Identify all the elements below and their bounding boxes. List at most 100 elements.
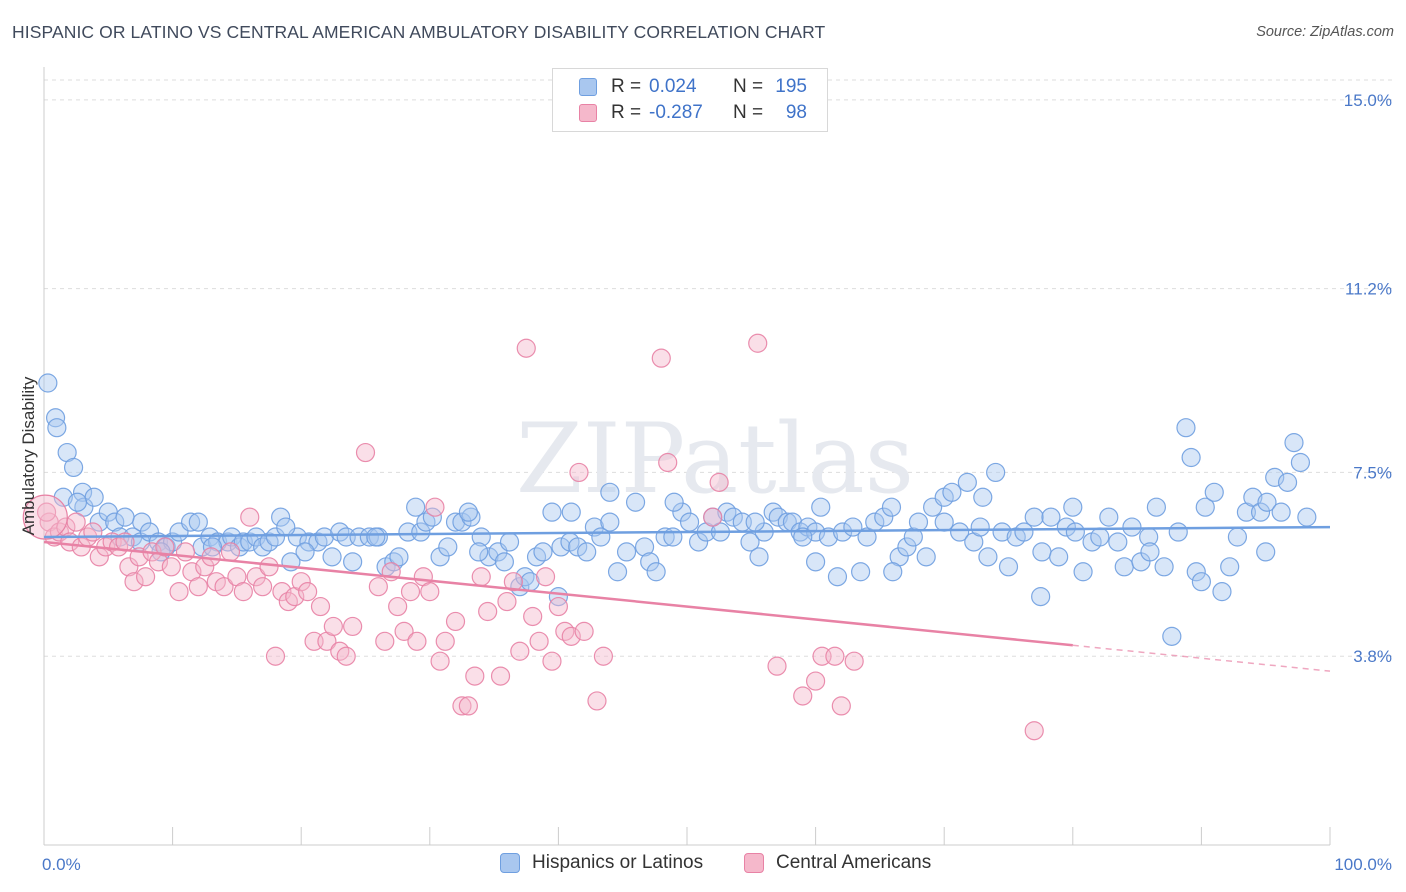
data-point [634,537,655,557]
series-group-hispanic [38,373,1317,646]
data-point [233,532,253,552]
y-tick-label: 3.8% [1353,647,1392,666]
data-point [430,651,450,671]
data-point [1024,507,1044,527]
data-point [445,512,466,532]
x-tick-label: 0.0% [42,855,81,874]
data-point [366,527,386,547]
data-point [336,646,356,666]
data-point [74,497,94,517]
data-point [998,557,1019,577]
data-point [533,542,553,562]
data-point [717,502,737,522]
series-legend-hispanic[interactable]: Hispanics or Latinos [500,852,703,874]
series-legend-central-american[interactable]: Central Americans [744,852,931,874]
data-point [986,462,1006,483]
data-point [465,666,485,686]
data-point [233,582,253,602]
data-point [1243,487,1263,507]
data-point [1014,522,1034,542]
data-point [1195,497,1215,517]
data-point [1297,507,1317,527]
data-point [108,537,129,557]
watermark: ZIPatlas [516,403,914,515]
data-point [529,631,549,651]
legend-n-value: 98 [785,102,807,123]
trend-line [43,540,1073,647]
data-point [805,552,826,572]
data-point [1256,542,1276,562]
data-point [452,696,472,716]
data-point [445,611,466,632]
data-point [310,596,331,617]
data-point [135,567,156,587]
data-point [1257,492,1277,512]
tick-labels: 3.8% 7.5% 11.2% 15.0% 0.0% 100.0% Ambulatory D… [19,91,1392,874]
data-point [479,547,499,567]
data-point [298,582,318,602]
data-point [551,537,571,557]
data-point [259,557,279,577]
data-point [406,497,426,517]
data-point [161,557,181,577]
chart-title: HISPANIC OR LATINO VS CENTRAL AMERICAN A… [12,22,826,42]
x-tick-label: 100.0% [1334,855,1392,874]
data-point [1284,433,1304,453]
data-point [574,621,594,641]
trend-lines [43,525,1331,672]
data-point [600,482,620,502]
data-points [22,333,1317,741]
data-point [881,497,902,517]
data-point [818,527,839,547]
data-point [970,517,990,537]
data-point [202,537,223,557]
data-point [1271,502,1291,522]
data-point [1056,517,1076,537]
data-point [503,572,523,592]
data-point [658,452,678,473]
legend-swatch-central-american [579,104,597,122]
data-point [748,333,768,353]
legend-r-label: R = [611,102,642,123]
data-point [934,512,954,532]
data-point [461,507,481,527]
data-point [105,512,125,532]
data-point [420,582,440,602]
data-point [978,547,998,567]
data-point [36,502,57,522]
data-point [950,522,970,542]
data-point [663,527,683,547]
data-point [561,626,581,646]
data-point [745,512,765,532]
data-point [555,621,575,641]
data-point [1063,497,1083,517]
data-point [679,512,700,532]
data-point [343,616,363,637]
data-point [115,507,135,527]
data-point [119,557,139,577]
data-point [388,596,408,617]
data-point [435,631,455,651]
data-point [1065,522,1085,542]
data-point [523,606,543,627]
data-point [646,562,666,582]
data-point [276,517,296,537]
series-swatch-central-american [744,853,764,873]
data-point [577,542,597,562]
data-point [568,537,588,557]
data-point [709,472,729,492]
series-swatch-hispanic [500,853,520,873]
data-point [897,537,917,557]
data-point [175,542,196,562]
data-point [400,582,421,602]
data-point [827,567,848,587]
legend-r-value: 0.024 [649,76,697,97]
data-point [246,527,266,547]
data-point [253,537,273,557]
data-point [616,542,637,562]
data-point [593,646,614,666]
data-point [240,532,260,552]
y-tick-label: 7.5% [1353,463,1392,482]
data-point [272,582,292,602]
